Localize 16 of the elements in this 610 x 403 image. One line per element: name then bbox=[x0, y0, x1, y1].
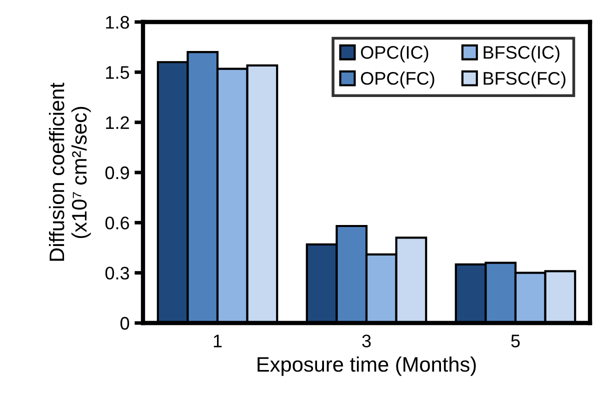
legend-label: BFSC(IC) bbox=[484, 46, 560, 62]
y-tick-label: 1.2 bbox=[106, 116, 129, 129]
x-axis-title: Exposure time (Months) bbox=[258, 356, 476, 376]
legend-label: BFSC(FC) bbox=[484, 72, 566, 88]
y-tick-label: 0.3 bbox=[105, 266, 130, 280]
y-axis-title: Diffusion coefficient (x10⁷ cm²/sec) bbox=[48, 82, 91, 261]
legend-label: OPC(IC) bbox=[360, 46, 428, 62]
y-tick-label: 1.5 bbox=[106, 66, 130, 79]
legend-label: OPC(FC) bbox=[360, 72, 434, 88]
y-tick-label: 0.6 bbox=[105, 216, 130, 230]
y-tick-label: 0.9 bbox=[105, 166, 129, 180]
x-tick-label: 5 bbox=[511, 334, 520, 348]
y-tick-label: 1.8 bbox=[106, 16, 130, 29]
x-tick-label: 3 bbox=[362, 334, 371, 348]
y-tick-label: 0 bbox=[120, 316, 130, 330]
x-tick-label: 1 bbox=[214, 334, 222, 348]
